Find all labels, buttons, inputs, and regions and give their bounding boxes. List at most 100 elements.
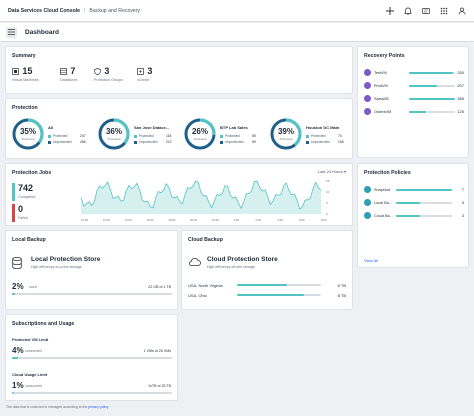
legend-item: Protected	[48, 134, 68, 138]
policy-bar-fill	[396, 188, 452, 191]
ring-name[interactable]: Houston DC Main	[306, 125, 340, 130]
policy-value: 7	[461, 187, 464, 192]
local-backup-title: Local Backup	[12, 237, 46, 243]
cloud-store-desc: High efficiency off-site storage	[207, 265, 256, 269]
footer-note: The data that is collected is managed ac…	[6, 405, 109, 409]
x-tick: 14:00	[125, 218, 132, 222]
legend-swatch	[306, 134, 309, 138]
summary-vcenter-value: 3	[147, 66, 153, 76]
completed-value: 742	[18, 183, 34, 193]
policy-row[interactable]: Local Ba... 3	[364, 199, 464, 206]
subscriptions-card: Subscriptions and Usage Protected VM Lim…	[5, 314, 178, 401]
cloud-limit-bar	[12, 392, 172, 394]
protection-ring[interactable]: 39% Protected	[270, 118, 302, 152]
protection-ring[interactable]: 35% Protected	[12, 118, 44, 152]
plus-icon[interactable]	[385, 6, 394, 15]
region-bar-fill	[237, 294, 305, 296]
region-name: USA, North Virginia	[188, 283, 223, 288]
hamburger-icon	[8, 29, 15, 35]
summary-datastores-label: Datastores	[60, 78, 78, 82]
legend-swatch	[220, 134, 223, 138]
vm-icon	[364, 69, 371, 76]
ring-percent: 39%	[277, 127, 294, 136]
summary-card: Summary 15 Virtual Machines 7 Datastores…	[5, 46, 353, 94]
protection-jobs-card: Protection Jobs Last 24 Hours ▾ 742 Comp…	[5, 163, 353, 226]
legend-value: 456	[80, 140, 86, 144]
legend-item: Unprotected	[306, 140, 329, 144]
protection-policies-title: Protection Policies	[364, 170, 411, 176]
policy-name: Local Ba...	[374, 200, 392, 205]
user-icon[interactable]	[457, 6, 466, 15]
summary-title: Summary	[12, 53, 36, 59]
protection-jobs-chart: 15 10 5 0 10:00 12:00 14:00 16:00 18:00 20:00 22:0…	[81, 179, 330, 222]
summary-vcenter-label: vCenter	[137, 78, 150, 82]
region-bar	[237, 294, 321, 296]
cloud-limit-bar-fill	[12, 392, 14, 394]
recovery-point-row[interactable]: OrdersVM 125	[364, 108, 464, 115]
policy-value: 3	[461, 213, 464, 218]
summary-datastores[interactable]: 7 Datastores	[60, 66, 77, 82]
vm-limit-bar	[12, 357, 172, 359]
legend-label: Protected	[139, 134, 154, 138]
summary-protection-groups-value: 3	[104, 66, 110, 76]
recovery-point-bar-fill	[409, 97, 455, 100]
summary-vcenter[interactable]: 3 vCenter	[137, 66, 152, 82]
x-tick: 18:00	[168, 218, 175, 222]
view-all-link[interactable]: View All	[364, 258, 378, 263]
recovery-point-bar	[409, 84, 455, 87]
recovery-point-row[interactable]: SalesDB 365	[364, 95, 464, 102]
summary-protection-groups[interactable]: 3 Protection Groups	[94, 66, 123, 82]
subscriptions-title: Subscriptions and Usage	[12, 321, 75, 327]
cloud-store-name[interactable]: Cloud Protection Store	[207, 256, 278, 263]
bell-icon[interactable]	[403, 6, 412, 15]
x-tick: 2:00	[256, 218, 262, 222]
cloud-backup-card: Cloud Backup Cloud Protection Store High…	[181, 230, 353, 310]
local-store-name[interactable]: Local Protection Store	[31, 256, 101, 263]
recovery-points-title: Recovery Points	[364, 53, 405, 59]
region-bar	[237, 284, 321, 286]
local-store-desc: High efficiency on-prem storage	[31, 265, 82, 269]
top-bar: Data Services Cloud Console | Backup and…	[0, 0, 474, 22]
ring-name[interactable]: BTP Lab Sales	[220, 125, 248, 130]
help-icon[interactable]	[421, 6, 430, 15]
recovery-point-value: 330	[457, 70, 464, 75]
summary-vms[interactable]: 15 Virtual Machines	[12, 66, 39, 82]
breadcrumb-separator: |	[84, 7, 86, 14]
vcenter-icon	[137, 67, 144, 75]
recovery-point-bar-fill	[409, 71, 453, 74]
local-used-pct: 2%	[12, 282, 24, 291]
app-title[interactable]: Data Services Cloud Console	[8, 7, 81, 14]
recovery-point-row[interactable]: TestVM 330	[364, 69, 464, 76]
cloud-icon	[188, 257, 201, 269]
policy-bar-fill	[396, 214, 421, 217]
policy-row[interactable]: Snapshot 7	[364, 186, 464, 193]
donut-chart	[98, 118, 130, 150]
ring-subtitle: Protected	[21, 137, 35, 141]
breadcrumb[interactable]: Backup and Recovery	[89, 7, 141, 14]
region-bar-fill	[237, 284, 288, 286]
recovery-point-bar	[409, 71, 455, 74]
jobs-line	[81, 180, 322, 210]
y-tick: 5	[326, 201, 328, 205]
recovery-point-name: OrdersVM	[374, 109, 392, 114]
recovery-point-value: 207	[457, 83, 464, 88]
protection-ring[interactable]: 26% Protected	[184, 118, 216, 152]
privacy-policy-link[interactable]: privacy policy	[88, 405, 109, 409]
recovery-point-row[interactable]: ProdVM 207	[364, 82, 464, 89]
failed-label: Failed	[18, 216, 28, 220]
apps-icon[interactable]	[439, 6, 448, 15]
protection-ring[interactable]: 36% Protected	[98, 118, 130, 152]
legend-value: 118	[166, 134, 172, 138]
policy-row[interactable]: Cloud Ba... 3	[364, 212, 464, 219]
cloud-limit-label: Cloud Usage Limit	[12, 372, 48, 377]
vm-limit-detail: 1 VMs of 25 VMs	[143, 349, 171, 353]
ring-name[interactable]: All	[48, 125, 54, 130]
ring-percent: 36%	[105, 127, 122, 136]
x-tick: 10:00	[81, 218, 88, 222]
ring-name[interactable]: San Jose Datace...	[134, 125, 170, 130]
vm-icon	[364, 82, 371, 89]
policy-bar	[396, 214, 452, 217]
time-range-dropdown[interactable]: Last 24 Hours ▾	[318, 169, 346, 174]
menu-button[interactable]	[6, 26, 17, 38]
donut-chart	[270, 118, 302, 150]
